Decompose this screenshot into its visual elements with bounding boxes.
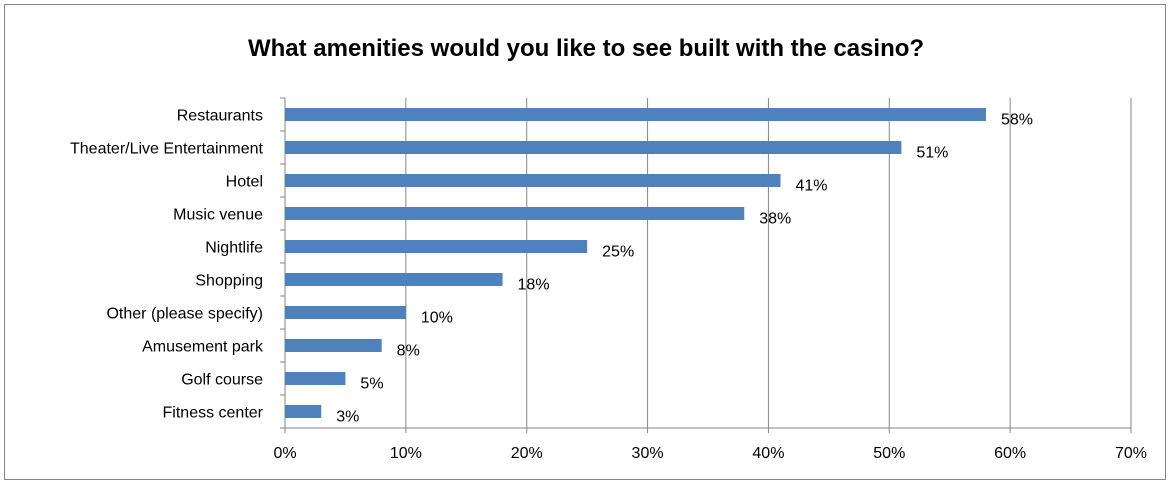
data-label: 51% [916,145,948,162]
category-label: Restaurants [177,108,263,125]
bar [285,405,322,418]
data-label: 5% [360,376,383,393]
bar-layer [285,108,986,418]
data-label: 8% [397,343,420,360]
x-tick-label: 30% [632,445,664,462]
data-label: 3% [336,409,359,426]
x-tick-label: 50% [873,445,905,462]
bar [285,141,902,154]
category-label: Other (please specify) [106,306,263,323]
chart-title: What amenities would you like to see bui… [247,35,925,62]
category-label: Nightlife [205,240,263,257]
category-label: Golf course [181,372,263,389]
x-tick-label: 70% [1115,445,1147,462]
category-label: Shopping [195,273,263,290]
label-layer: 0% 10% 20% 30% 40% 50% 60% 70% Restaurants 58% The… [70,108,1147,463]
category-label: Theater/Live Entertainment [70,141,264,158]
category-label: Fitness center [163,405,264,422]
bar [285,372,346,385]
bar [285,207,745,220]
bar [285,174,781,187]
x-tick-label: 0% [273,445,296,462]
bar [285,273,503,286]
bar [285,240,588,253]
x-tick-label: 60% [994,445,1026,462]
x-tick-label: 10% [390,445,422,462]
data-label: 41% [796,178,828,195]
data-label: 58% [1001,112,1033,129]
x-tick-label: 20% [511,445,543,462]
x-tick-label: 40% [752,445,784,462]
category-label: Amusement park [142,339,264,356]
data-label: 10% [421,310,453,327]
data-label: 38% [759,211,791,228]
bar [285,306,406,319]
data-label: 18% [518,277,550,294]
bar [285,108,986,121]
category-label: Music venue [173,207,263,224]
category-label: Hotel [226,174,263,191]
data-label: 25% [602,244,634,261]
bar [285,339,382,352]
